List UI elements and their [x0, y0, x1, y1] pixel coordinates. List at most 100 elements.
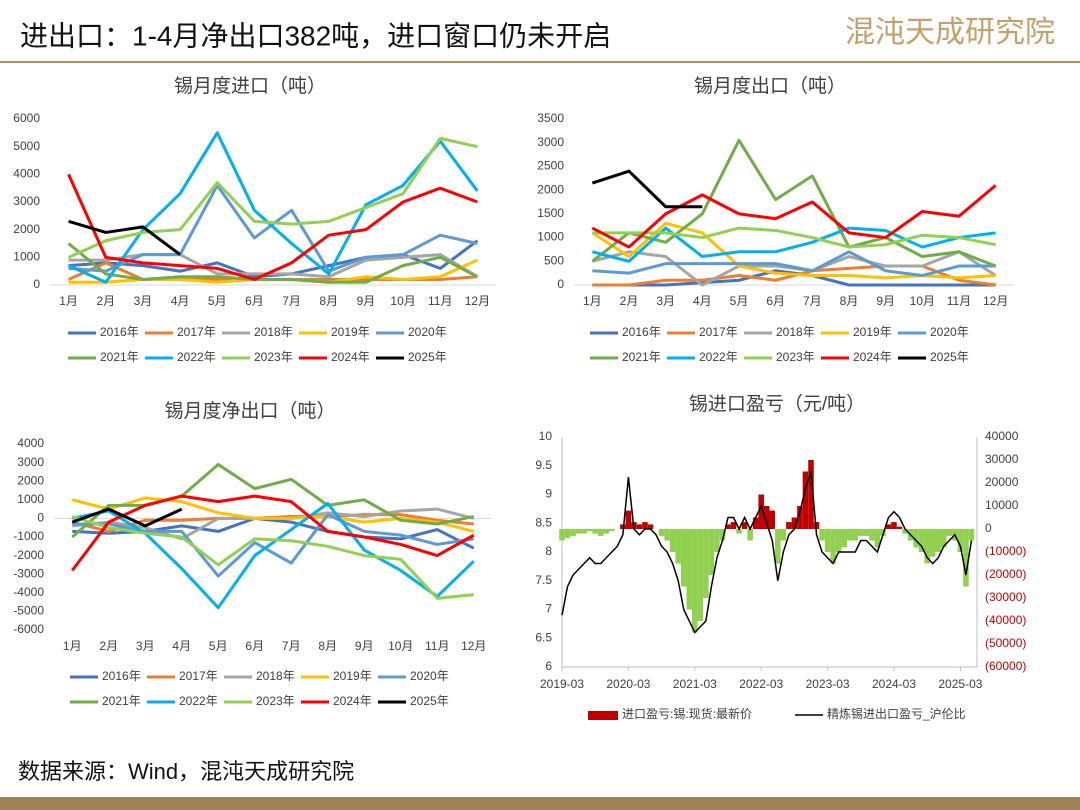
- y-tick-label: 1000: [537, 230, 564, 244]
- x-tick-label: 4月: [693, 294, 712, 308]
- profit-bar: [719, 529, 726, 541]
- legend-label: 2018年: [256, 669, 295, 683]
- profit-bar: [703, 529, 709, 598]
- profit-bar: [609, 529, 615, 532]
- y2-tick-label: 20000: [985, 475, 1019, 489]
- x-tick-label: 10月: [388, 639, 413, 653]
- x-tick-label: 1月: [59, 294, 78, 308]
- profit-bar: [581, 529, 587, 534]
- x-tick-label: 2023-03: [806, 677, 850, 691]
- y-tick-label: 8: [545, 544, 552, 558]
- legend-label: 2021年: [102, 694, 141, 708]
- series-line: [71, 494, 475, 572]
- x-tick-label: 7月: [803, 294, 822, 308]
- y-tick-label: 2000: [17, 473, 44, 487]
- legend-label: 2019年: [853, 325, 892, 339]
- profit-bar: [929, 529, 936, 557]
- y-tick-label: -3000: [13, 566, 44, 580]
- x-tick-label: 2024-03: [872, 677, 916, 691]
- x-tick-label: 10月: [910, 294, 935, 308]
- y-tick-label: 3500: [537, 111, 564, 125]
- y-tick-label: 9.5: [535, 458, 552, 472]
- x-tick-label: 2月: [620, 294, 639, 308]
- x-tick-label: 12月: [465, 294, 490, 308]
- legend-label: 2024年: [331, 350, 370, 364]
- x-tick-label: 4月: [171, 294, 190, 308]
- x-tick-label: 3月: [134, 294, 153, 308]
- footer-bar: [0, 797, 1080, 810]
- profit-bar: [841, 529, 847, 548]
- profit-bar: [852, 529, 859, 541]
- x-tick-label: 3月: [656, 294, 675, 308]
- series-line: [591, 169, 703, 209]
- profit-bar: [946, 529, 953, 536]
- legend-label: 2023年: [256, 694, 295, 708]
- y-tick-label: -2000: [13, 548, 44, 562]
- chart-title: 锡月度进口（吨）: [174, 75, 326, 97]
- y2-tick-label: 40000: [985, 429, 1019, 443]
- x-tick-label: 6月: [245, 294, 264, 308]
- x-tick-label: 2020-03: [606, 677, 650, 691]
- y2-tick-label: 30000: [985, 452, 1019, 466]
- profit-bar: [924, 529, 930, 564]
- profit-bar: [824, 529, 831, 552]
- y-tick-label: 1500: [537, 206, 564, 220]
- series-line: [71, 502, 475, 610]
- series-line: [67, 173, 478, 281]
- series-line: [591, 221, 996, 280]
- y-tick-label: 6.5: [535, 630, 552, 644]
- profit-bar: [808, 460, 814, 529]
- x-tick-label: 8月: [319, 294, 338, 308]
- legend-label: 2020年: [930, 325, 969, 339]
- profit-bar: [669, 529, 676, 552]
- y-tick-label: 4000: [13, 167, 40, 181]
- legend-label: 2016年: [100, 325, 139, 339]
- slide-title: 进出口：1-4月净出口382吨，进口窗口仍未开启: [20, 20, 611, 51]
- y2-tick-label: 10000: [985, 498, 1019, 512]
- legend-label: 2017年: [177, 325, 216, 339]
- y-tick-label: 8.5: [535, 515, 552, 529]
- x-tick-label: 12月: [983, 294, 1008, 308]
- x-tick-label: 1月: [583, 294, 602, 308]
- profit-bar: [858, 529, 864, 536]
- legend-label: 2022年: [177, 350, 216, 364]
- y-tick-label: 6: [545, 659, 552, 673]
- profit-bar: [869, 529, 875, 541]
- x-tick-label: 2021-03: [673, 677, 717, 691]
- y-tick-label: 7.5: [535, 573, 552, 587]
- profit-bar: [592, 529, 598, 534]
- y-tick-label: 0: [557, 277, 564, 291]
- profit-bar: [968, 529, 975, 541]
- profit-bar: [714, 529, 720, 552]
- chart-title: 锡月度出口（吨）: [694, 75, 846, 97]
- y2-tick-label: (40000): [985, 613, 1026, 627]
- y-tick-label: -4000: [13, 585, 44, 599]
- profit-bar: [891, 522, 897, 529]
- y2-tick-label: (30000): [985, 590, 1026, 604]
- y-tick-label: -6000: [13, 622, 44, 636]
- x-tick-label: 2月: [96, 294, 115, 308]
- profit-bar: [692, 529, 698, 633]
- x-tick-label: 6月: [245, 639, 264, 653]
- profit-bar: [752, 517, 759, 529]
- y2-tick-label: (60000): [985, 659, 1026, 673]
- y-tick-label: 2500: [537, 159, 564, 173]
- series-line: [71, 515, 474, 600]
- legend-label: 2019年: [333, 669, 372, 683]
- legend-label: 2025年: [408, 350, 447, 364]
- profit-bar: [686, 529, 693, 610]
- y-tick-label: 3000: [17, 455, 44, 469]
- profit-bar: [846, 529, 853, 541]
- y-tick-label: 1000: [17, 492, 44, 506]
- legend-label: 2020年: [408, 325, 447, 339]
- legend-label: 2022年: [699, 350, 738, 364]
- legend-label: 2021年: [100, 350, 139, 364]
- ratio-line: [561, 471, 973, 634]
- legend-label: 2021年: [622, 350, 661, 364]
- profit-bar: [885, 524, 892, 529]
- y-tick-label: 0: [33, 277, 40, 291]
- legend-label: 2020年: [410, 669, 449, 683]
- profit-bar: [874, 529, 881, 548]
- profit-bar: [658, 529, 665, 536]
- y-tick-label: -1000: [13, 529, 44, 543]
